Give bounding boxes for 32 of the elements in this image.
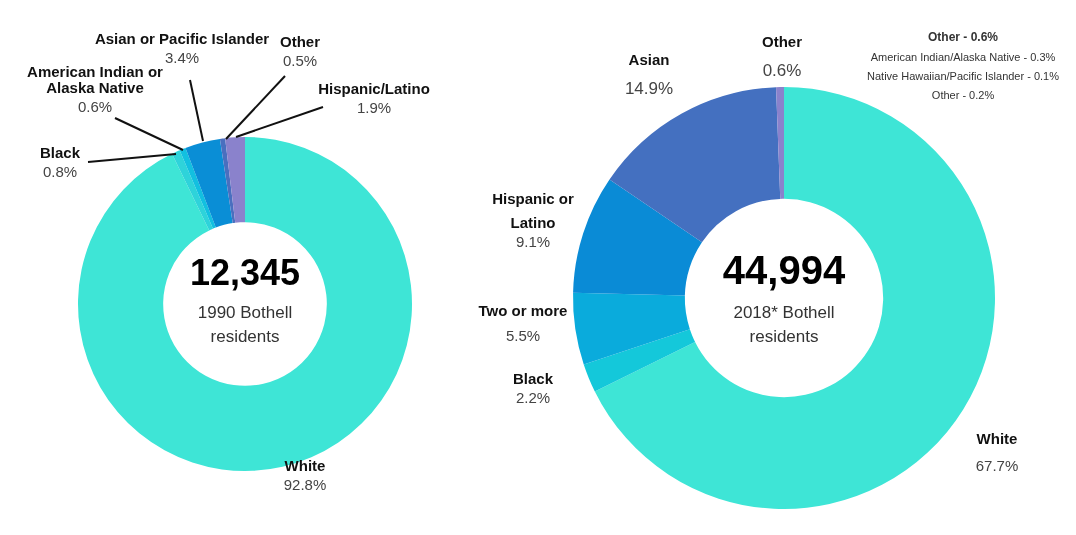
- data-label: 0.6%: [762, 60, 802, 80]
- text: 1990 Bothell residents: [197, 302, 293, 346]
- slice-label: Asian or Pacific Islander: [94, 30, 270, 48]
- slice-label: Asian: [628, 51, 670, 69]
- data-label: 2.2%: [515, 389, 551, 407]
- text: Native Hawaiian/Pacific Islander - 0.1%: [867, 70, 1060, 83]
- data-label: 0.8%: [42, 163, 78, 181]
- slice-label: White: [284, 457, 326, 475]
- text: 44,994: [722, 248, 846, 293]
- slice-label: Two or more: [478, 302, 568, 320]
- data-label: 9.1%: [515, 233, 551, 251]
- data-label: 1.9%: [356, 99, 392, 117]
- slice-label: Black: [39, 144, 81, 162]
- text: Other - 0.2%: [931, 89, 995, 102]
- data-label: 5.5%: [505, 327, 541, 345]
- text: Other - 0.6%: [927, 30, 999, 45]
- data-label: 92.8%: [283, 476, 327, 494]
- slice-label: American Indian or Alaska Native: [27, 63, 164, 97]
- slice-label: Other: [761, 33, 803, 51]
- data-label: 14.9%: [624, 78, 674, 98]
- data-label: 67.7%: [975, 457, 1019, 475]
- text: 12,345: [189, 251, 301, 293]
- slice-label: Hispanic/Latino: [318, 80, 430, 98]
- slice-label: Other: [279, 33, 321, 51]
- text: American Indian/Alaska Native - 0.3%: [870, 51, 1056, 64]
- slice-label: White: [976, 430, 1018, 448]
- data-label: 0.5%: [282, 52, 318, 70]
- slice-label: Hispanic or Latino: [492, 190, 575, 232]
- data-label: 0.6%: [77, 98, 113, 116]
- text: 2018* Bothell residents: [733, 302, 835, 346]
- data-label: 3.4%: [164, 49, 200, 67]
- slice-label: Black: [512, 370, 554, 388]
